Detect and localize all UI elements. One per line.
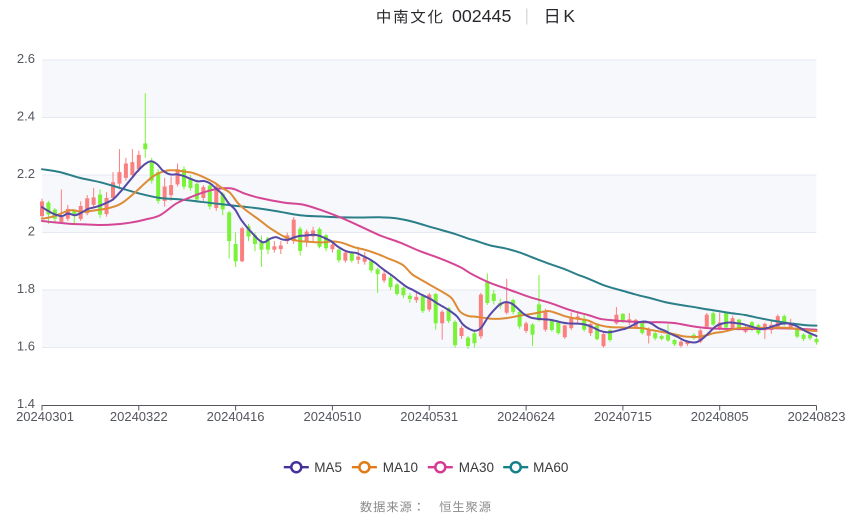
svg-text:20240416: 20240416 xyxy=(207,409,265,424)
svg-text:2: 2 xyxy=(28,224,35,239)
svg-text:1.8: 1.8 xyxy=(17,281,35,296)
svg-text:MA10: MA10 xyxy=(383,460,418,475)
svg-text:MA5: MA5 xyxy=(314,460,342,475)
svg-text:2.6: 2.6 xyxy=(17,51,35,66)
svg-text:20240301: 20240301 xyxy=(16,409,74,424)
svg-text:20240322: 20240322 xyxy=(110,409,168,424)
svg-text:1.6: 1.6 xyxy=(17,339,35,354)
svg-text:002445: 002445 xyxy=(452,6,511,26)
svg-text:2.2: 2.2 xyxy=(17,166,35,181)
svg-text:20240624: 20240624 xyxy=(497,409,555,424)
svg-text:K: K xyxy=(563,6,575,26)
svg-text:MA60: MA60 xyxy=(533,460,568,475)
svg-text:20240531: 20240531 xyxy=(400,409,458,424)
svg-text:2.4: 2.4 xyxy=(17,109,35,124)
svg-text:20240510: 20240510 xyxy=(303,409,361,424)
svg-text:20240715: 20240715 xyxy=(594,409,652,424)
svg-text:1.4: 1.4 xyxy=(17,396,35,411)
svg-text:20240823: 20240823 xyxy=(788,409,846,424)
svg-text:20240805: 20240805 xyxy=(691,409,749,424)
svg-text:MA30: MA30 xyxy=(459,460,494,475)
